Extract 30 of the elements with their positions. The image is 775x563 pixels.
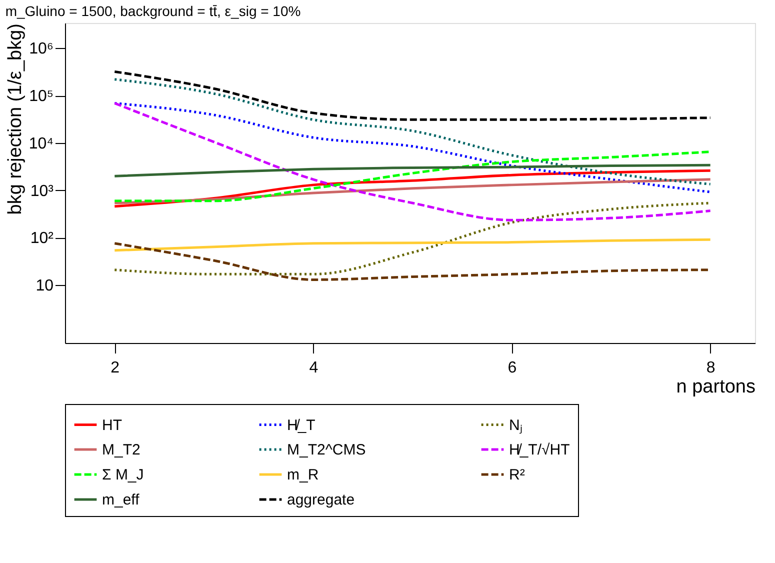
- y-axis-title: bkg rejection (1/ε_bkg): [4, 24, 26, 215]
- legend-label: HT: [102, 416, 122, 434]
- legend-label: R²: [509, 466, 525, 484]
- line-series: [113, 102, 712, 222]
- legend-label: aggregate: [287, 492, 355, 508]
- y-tick-label: 10: [36, 278, 54, 295]
- legend-label: m_eff: [102, 492, 140, 508]
- legend-label: M_T2^CMS: [287, 442, 366, 458]
- legend-label: H̸_T/√HT: [509, 442, 570, 458]
- legend-label: H̸_T: [287, 416, 316, 434]
- x-tick-label: 4: [309, 360, 318, 376]
- x-tick-label: 2: [110, 360, 120, 376]
- line-series: [113, 238, 712, 252]
- legend-label: Σ M_J: [102, 466, 144, 484]
- line-series: [113, 70, 712, 121]
- y-tick-label: 10⁶: [29, 40, 54, 58]
- y-tick-label: 10²: [30, 230, 54, 248]
- y-tick-label: 10³: [30, 182, 54, 200]
- line-series: [113, 164, 712, 178]
- line-series: [113, 102, 712, 194]
- x-tick-label: 6: [508, 360, 517, 376]
- y-tick-label: 10⁵: [29, 88, 54, 106]
- chart-title: m_Gluino = 1500, background = tt̄, ε_sig = 10%: [5, 3, 301, 19]
- legend-label: m_R: [287, 466, 319, 484]
- y-tick-label: 10⁴: [28, 135, 54, 152]
- x-axis-title: n partons: [676, 376, 756, 398]
- legend-label: M_T2: [102, 442, 140, 458]
- legend-label: Nⱼ: [509, 416, 523, 434]
- x-tick-label: 8: [706, 360, 716, 376]
- line-series: [113, 78, 712, 186]
